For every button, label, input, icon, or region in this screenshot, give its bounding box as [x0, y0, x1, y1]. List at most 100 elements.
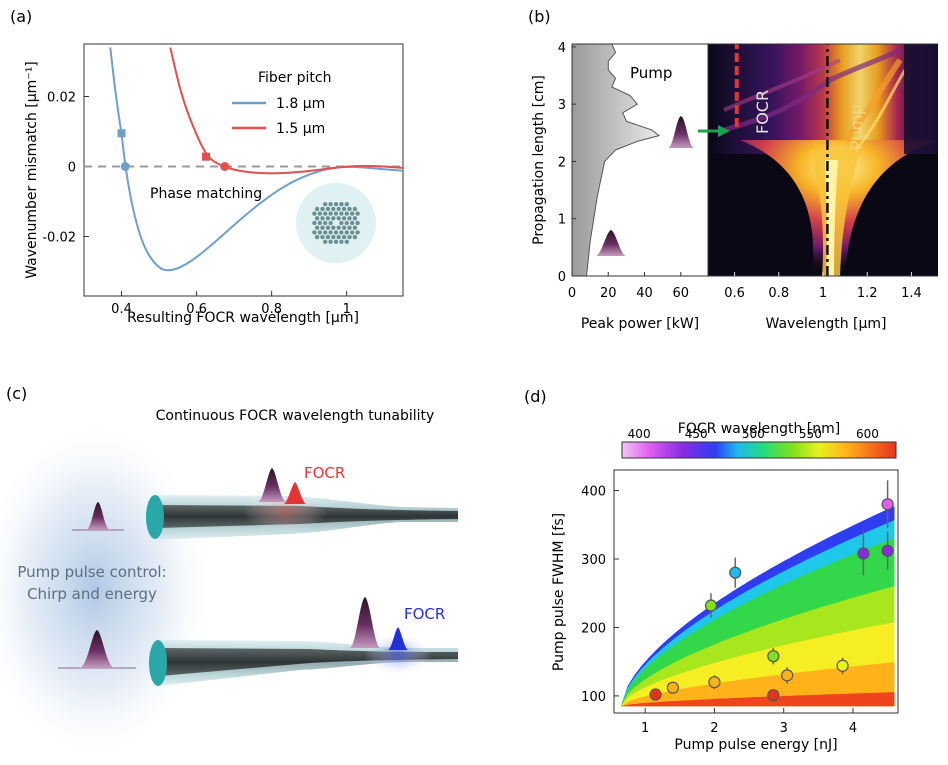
- fiber-hole: [334, 230, 338, 234]
- fiber-hole: [328, 211, 332, 215]
- data-point: [782, 670, 793, 681]
- fiber-hole: [318, 211, 322, 215]
- fiber-cross-section-icon: [296, 183, 376, 263]
- panel-label-a: (a): [10, 7, 32, 26]
- fwhm-energy-heatmap: [621, 506, 895, 706]
- fiber-hole: [328, 202, 332, 206]
- fiber-hole: [328, 221, 332, 225]
- fiber-hole: [331, 216, 335, 220]
- fiber-hole: [326, 207, 330, 211]
- phase-matching-annotation: Phase matching: [150, 186, 262, 202]
- data-point: [709, 677, 720, 688]
- y-tick-label: 3: [558, 98, 566, 113]
- fiber-hole: [353, 225, 357, 229]
- fiber-hole: [320, 225, 324, 229]
- colorbar: [622, 442, 896, 458]
- data-point: [882, 499, 893, 510]
- y-axis-label: Propagation length [cm]: [531, 75, 547, 245]
- fiber-hole: [323, 230, 327, 234]
- fiber-hole: [342, 235, 346, 239]
- fiber-hole: [347, 225, 351, 229]
- y-tick-label: 2: [558, 155, 566, 170]
- fiber-hole: [350, 230, 354, 234]
- data-marker-circle: [121, 162, 130, 171]
- fiber-hole: [342, 225, 346, 229]
- fiber-hole: [323, 240, 327, 244]
- fiber-hole: [331, 225, 335, 229]
- panel-d-chart: FOCR wavelength [nm] 400 450 500 550 600 1 2 3…: [551, 421, 898, 753]
- fiber-hole: [337, 225, 341, 229]
- fiber-hole: [350, 221, 354, 225]
- panel-c-schematic: Continuous FOCR wavelength tunability Pu…: [0, 408, 458, 760]
- y-tick-label: -0.02: [42, 231, 76, 246]
- panel-b-chart: 0 20 40 60 0.6 0.8 1 1.2 1.4 01234 Pump FOCR Pu…: [531, 41, 938, 332]
- x-tick-label: 40: [636, 286, 653, 301]
- pump-power-annotation: Pump: [630, 64, 672, 82]
- fiber-hole: [331, 235, 335, 239]
- fiber-hole: [334, 240, 338, 244]
- fiber-hole: [355, 211, 359, 215]
- fiber-hole: [326, 225, 330, 229]
- fiber-hole: [353, 216, 357, 220]
- focr-label-top: FOCR: [304, 464, 345, 482]
- data-point: [882, 545, 893, 556]
- fiber-hole: [320, 216, 324, 220]
- data-marker-square: [202, 153, 210, 161]
- x-tick-label: 1.4: [901, 286, 922, 301]
- colorbar-tick-label: 550: [799, 427, 822, 441]
- fiber-hole: [326, 216, 330, 220]
- fiber-hole: [315, 216, 319, 220]
- pump-pulse-icon: [258, 468, 286, 502]
- fiber-hole: [347, 235, 351, 239]
- fiber-hole: [339, 230, 343, 234]
- panel-a-chart: 0.4 0.6 0.8 1 0.02 0 -0.02 Fiber pitch 1.8 μm…: [24, 44, 403, 326]
- y-tick-label: 0.02: [47, 91, 76, 106]
- fiber-hole: [320, 207, 324, 211]
- fiber-hole: [326, 235, 330, 239]
- control-label-1: Pump pulse control:: [17, 563, 166, 581]
- y-tick-label: 0: [558, 270, 566, 285]
- fiber-hole: [355, 230, 359, 234]
- fiber-hole: [334, 211, 338, 215]
- y-axis-label: Wavenumber mismatch [μm⁻¹]: [24, 61, 40, 279]
- x-tick-label: 20: [600, 286, 617, 301]
- fiber-hole: [315, 235, 319, 239]
- plot-frame: [84, 44, 403, 296]
- y-tick-label: 4: [558, 41, 566, 56]
- fiber-hole: [355, 221, 359, 225]
- fiber-hole: [318, 221, 322, 225]
- fiber-hole: [334, 202, 338, 206]
- y-tick-label: 0: [68, 161, 76, 176]
- pump-annotation: Pump: [847, 105, 866, 150]
- fiber-hole: [312, 211, 316, 215]
- fiber-hole: [347, 216, 351, 220]
- spectrogram-heatmap: [708, 44, 938, 276]
- colorbar-tick-label: 500: [742, 427, 765, 441]
- fiber-hole: [323, 211, 327, 215]
- x-tick-label: 0.8: [768, 286, 789, 301]
- data-marker-circle: [220, 162, 229, 171]
- data-marker-square: [118, 129, 126, 137]
- y-tick-label: 200: [581, 621, 606, 636]
- fiber-hole: [312, 221, 316, 225]
- fiber-hole: [328, 230, 332, 234]
- fiber-hole: [353, 207, 357, 211]
- colorbar-tick-label: 600: [856, 427, 879, 441]
- pump-pulse-icon: [350, 597, 380, 648]
- fiber-hole: [337, 216, 341, 220]
- fiber-hole: [345, 211, 349, 215]
- fiber-hole: [345, 202, 349, 206]
- fiber-hole: [350, 211, 354, 215]
- control-label-2: Chirp and energy: [27, 585, 157, 603]
- fiber-hole: [315, 207, 319, 211]
- y-tick-label: 400: [581, 485, 606, 500]
- fiber-hole: [345, 230, 349, 234]
- data-point: [768, 651, 779, 662]
- x-tick-label: 1.2: [857, 286, 878, 301]
- legend-entry-series-1: 1.5 μm: [276, 121, 325, 137]
- data-point: [858, 548, 869, 559]
- data-point: [730, 567, 741, 578]
- legend-title: Fiber pitch: [258, 70, 331, 86]
- fiber-hole: [339, 240, 343, 244]
